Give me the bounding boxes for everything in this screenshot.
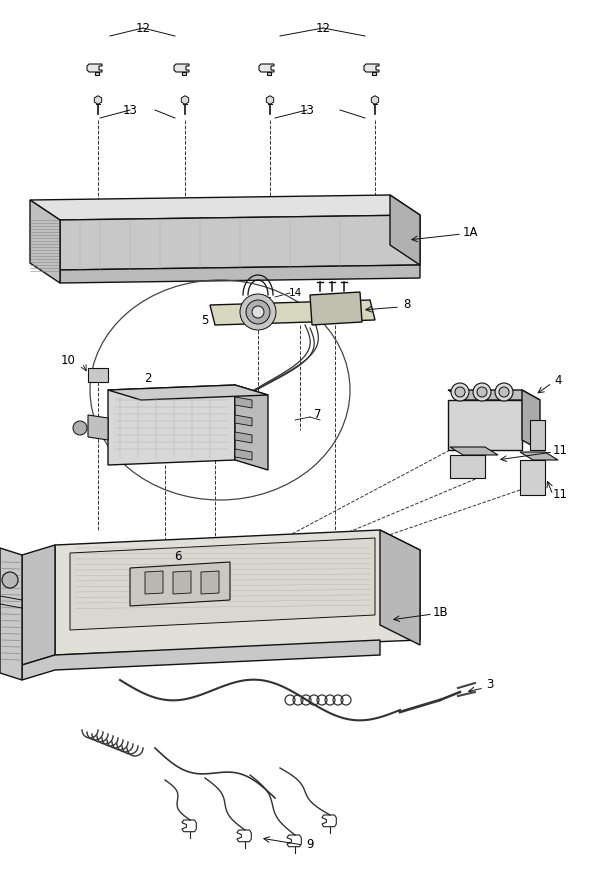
Polygon shape	[520, 460, 545, 495]
Circle shape	[240, 294, 276, 330]
Polygon shape	[520, 452, 558, 460]
Polygon shape	[235, 449, 252, 460]
Polygon shape	[448, 400, 522, 450]
Text: 3: 3	[486, 678, 494, 691]
Polygon shape	[380, 530, 420, 645]
Text: 8: 8	[403, 298, 410, 312]
Text: 13: 13	[300, 103, 314, 117]
Polygon shape	[60, 265, 420, 283]
Circle shape	[455, 387, 465, 397]
Polygon shape	[201, 571, 219, 594]
Polygon shape	[181, 95, 188, 104]
Polygon shape	[235, 415, 252, 426]
Circle shape	[495, 383, 513, 401]
Circle shape	[246, 300, 270, 324]
Polygon shape	[210, 300, 375, 325]
Circle shape	[473, 383, 491, 401]
Text: 12: 12	[136, 21, 151, 34]
Text: 12: 12	[316, 21, 331, 34]
Polygon shape	[60, 215, 420, 270]
Polygon shape	[173, 571, 191, 594]
Polygon shape	[522, 390, 540, 450]
Polygon shape	[259, 64, 274, 72]
Circle shape	[477, 387, 487, 397]
Text: 6: 6	[174, 549, 182, 562]
Circle shape	[73, 421, 87, 435]
Text: 13: 13	[123, 103, 137, 117]
Polygon shape	[94, 95, 102, 104]
Polygon shape	[145, 571, 163, 594]
Polygon shape	[70, 538, 375, 630]
Polygon shape	[130, 562, 230, 606]
Text: 11: 11	[553, 443, 567, 457]
Polygon shape	[390, 195, 420, 265]
Polygon shape	[364, 64, 379, 72]
Polygon shape	[450, 455, 485, 478]
Polygon shape	[108, 385, 235, 465]
Circle shape	[451, 383, 469, 401]
Polygon shape	[266, 95, 274, 104]
Polygon shape	[530, 420, 545, 450]
Polygon shape	[108, 385, 268, 400]
Polygon shape	[372, 72, 376, 75]
Text: 1A: 1A	[462, 225, 478, 238]
Circle shape	[252, 306, 264, 318]
Polygon shape	[450, 447, 498, 455]
Polygon shape	[55, 530, 420, 655]
Text: 2: 2	[144, 372, 152, 384]
Polygon shape	[267, 72, 271, 75]
Polygon shape	[371, 95, 379, 104]
Text: 4: 4	[554, 374, 562, 387]
Polygon shape	[87, 64, 102, 72]
Polygon shape	[310, 292, 362, 325]
Text: 10: 10	[61, 353, 75, 366]
Polygon shape	[30, 200, 60, 283]
Polygon shape	[22, 545, 55, 665]
Text: 11: 11	[553, 488, 567, 502]
Polygon shape	[88, 368, 108, 382]
Text: 14: 14	[288, 288, 302, 298]
Polygon shape	[182, 72, 186, 75]
Polygon shape	[174, 64, 189, 72]
Polygon shape	[235, 385, 268, 470]
Polygon shape	[88, 415, 108, 440]
Text: 7: 7	[314, 409, 322, 421]
Circle shape	[499, 387, 509, 397]
Polygon shape	[30, 195, 420, 220]
Text: 5: 5	[201, 313, 209, 327]
Polygon shape	[0, 548, 22, 680]
Polygon shape	[22, 640, 380, 680]
Polygon shape	[235, 432, 252, 443]
Text: 9: 9	[306, 839, 314, 851]
Text: 1B: 1B	[432, 606, 448, 618]
Polygon shape	[448, 390, 540, 400]
Circle shape	[2, 572, 18, 588]
Polygon shape	[235, 397, 252, 408]
Polygon shape	[95, 72, 99, 75]
